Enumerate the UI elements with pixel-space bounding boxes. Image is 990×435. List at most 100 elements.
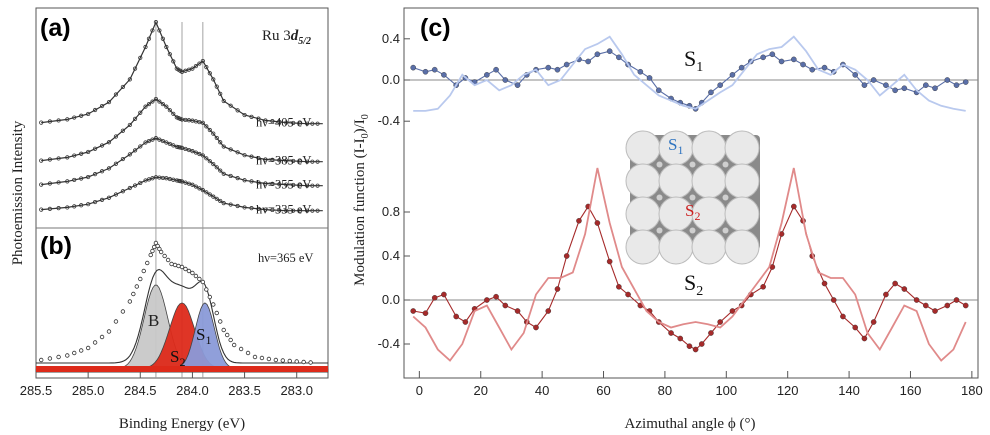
data-point: [273, 357, 279, 363]
spectrum-point: [221, 144, 226, 149]
spectrum-point: [193, 63, 199, 69]
data-point: [186, 268, 192, 274]
panel-b-components: [35, 268, 329, 373]
series-S1-point: [717, 82, 723, 88]
data-point: [245, 350, 251, 356]
series-S1-point: [484, 72, 490, 78]
ab-x-tick-label: 284.5: [124, 383, 157, 398]
series-S2-point: [708, 330, 714, 336]
series-S1-point: [646, 75, 653, 81]
spectrum-point: [284, 208, 289, 213]
series-S2-point: [554, 286, 561, 292]
series-S1-point: [554, 66, 561, 73]
spectrum-point: [143, 44, 148, 50]
series-S1-point: [791, 56, 797, 63]
spectrum-point: [113, 134, 119, 139]
spectrum-point: [99, 197, 105, 202]
data-point: [221, 327, 226, 333]
spectrum-point: [214, 196, 219, 201]
spectrum-point: [132, 66, 138, 71]
spectrum-point: [157, 28, 162, 33]
spectrum-point: [242, 153, 247, 158]
series-S2-point: [892, 280, 898, 287]
spectrum-point: [72, 177, 77, 183]
peak-label-S2: S2: [170, 347, 185, 369]
spectrum-point: [79, 113, 84, 118]
spectrum-point: [218, 198, 223, 204]
spectrum-point: [56, 206, 61, 211]
spectrum-point: [228, 147, 233, 152]
model-atom: [691, 163, 727, 199]
spectrum-point: [249, 154, 254, 159]
spectrum-point: [256, 155, 261, 161]
spectrum-point: [197, 61, 202, 66]
data-point: [190, 270, 195, 276]
series-S1-point: [883, 82, 889, 88]
spectrum-label-1: hν=385 eV: [256, 154, 311, 168]
series-S2-point: [932, 308, 938, 314]
spectrum-point: [160, 101, 165, 107]
data-point: [200, 279, 206, 285]
series-S2-point: [606, 258, 613, 265]
spectrum-point: [200, 153, 205, 158]
spectrum-point: [200, 188, 205, 193]
spectrum-point: [263, 118, 268, 123]
spectrum-point: [256, 116, 261, 121]
series-S1-point: [655, 87, 662, 94]
ab-x-tick-label: 284.0: [176, 383, 209, 398]
series-S1-point: [852, 72, 859, 78]
ab-x-ticks: 285.5 285.0 284.5 284.0 283.5 283.0: [20, 372, 313, 398]
panel-ab: hν=405 eV hν=385 eV hν=355 eV hν=335 eV 285…: [10, 7, 329, 432]
spectrum-point: [150, 99, 155, 104]
series-S1-point: [944, 77, 951, 83]
data-point: [113, 319, 119, 324]
c-x-tick-label: 40: [535, 383, 549, 398]
model-atom: [691, 229, 727, 265]
spectrum-point: [214, 165, 219, 170]
spectrum-point: [171, 143, 176, 148]
data-point: [197, 276, 202, 282]
model-hollow-atom: [656, 161, 663, 168]
spectrum-point: [218, 91, 223, 96]
model-atom: [625, 196, 661, 232]
spectrum-point: [207, 127, 212, 133]
series-S2-point: [502, 302, 509, 309]
spectrum-point: [65, 205, 70, 210]
spectrum-point: [99, 143, 105, 148]
spectrum-point: [113, 161, 119, 166]
series-S2-model: [412, 167, 967, 362]
model-hollow-atom: [722, 194, 729, 201]
spectrum-point: [106, 140, 112, 145]
ab-y-axis-title: Photoemission Intensity: [10, 120, 26, 265]
spectrum-point: [171, 59, 176, 64]
spectrum-point: [228, 202, 233, 207]
c-x-tick-label: 120: [777, 383, 799, 398]
spectrum-point: [270, 157, 275, 162]
series-S1-point: [932, 85, 938, 92]
series-S2-point: [913, 297, 920, 303]
spectrum-point: [47, 206, 53, 211]
c-y-tick-label: -0.4: [378, 113, 400, 128]
data-point: [158, 249, 164, 255]
spectrum-point: [127, 152, 132, 157]
panel-c-series: [410, 35, 969, 362]
c-x-tick-label: 60: [596, 383, 610, 398]
spectrum-point: [65, 179, 70, 184]
data-point: [151, 244, 157, 250]
data-point: [120, 309, 126, 314]
series-label-S2: S2: [684, 270, 703, 299]
data-point: [294, 359, 299, 364]
spectrum-point: [86, 111, 91, 117]
spectrum-point: [291, 182, 296, 188]
c-y-tick-label: 0.0: [382, 292, 400, 307]
model-label-S1: S1: [668, 135, 683, 157]
spectrum-point: [92, 107, 98, 113]
spectrum-point: [157, 137, 162, 142]
spectrum-point: [249, 206, 254, 211]
series-S1-point: [606, 48, 613, 54]
spectrum-point: [153, 136, 159, 141]
series-S2-point: [953, 297, 960, 303]
spectrum-label-0: hν=405 eV: [256, 116, 311, 130]
spectrum-point: [270, 119, 275, 124]
spectrum-point: [39, 120, 44, 125]
